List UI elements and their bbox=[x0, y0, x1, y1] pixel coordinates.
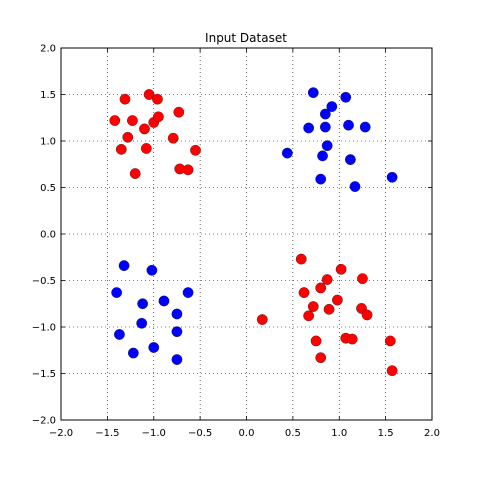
x-tick-label: 0.0 bbox=[239, 428, 255, 439]
blue-point bbox=[171, 326, 183, 337]
x-tick-label: 0.5 bbox=[285, 428, 301, 439]
red-point bbox=[332, 294, 343, 306]
red-point bbox=[173, 106, 185, 118]
red-point bbox=[384, 335, 396, 347]
blue-point bbox=[386, 171, 398, 183]
blue-point bbox=[307, 87, 319, 98]
blue-point bbox=[326, 101, 338, 112]
red-point bbox=[315, 352, 327, 364]
red-point bbox=[139, 123, 150, 135]
x-tick-label: −0.5 bbox=[188, 428, 212, 439]
blue-point bbox=[359, 121, 371, 133]
y-tick-label: −1.0 bbox=[32, 323, 56, 334]
axis-ticks bbox=[60, 47, 433, 421]
red-point bbox=[335, 263, 347, 275]
blue-point bbox=[319, 121, 331, 133]
blue-point bbox=[158, 295, 170, 307]
blue-point bbox=[315, 173, 327, 185]
red-point bbox=[295, 253, 307, 265]
blue-point bbox=[127, 347, 139, 359]
blue-point bbox=[148, 342, 160, 353]
red-point bbox=[143, 89, 155, 100]
blue-point bbox=[146, 264, 158, 276]
red-point bbox=[190, 144, 201, 156]
y-tick-label: 0.5 bbox=[40, 183, 56, 194]
blue-point bbox=[137, 298, 148, 310]
y-tick-label: 1.0 bbox=[40, 137, 56, 148]
red-point bbox=[256, 314, 268, 325]
blue-point bbox=[321, 140, 333, 151]
blue-point bbox=[171, 308, 183, 320]
blue-point bbox=[114, 329, 125, 340]
x-tick-label: 2.0 bbox=[424, 428, 440, 439]
red-point bbox=[182, 164, 194, 176]
blue-point bbox=[182, 287, 194, 298]
blue-point bbox=[303, 122, 314, 134]
red-point bbox=[303, 310, 314, 322]
red-point bbox=[346, 333, 358, 345]
red-point bbox=[122, 131, 134, 143]
red-point bbox=[361, 309, 373, 321]
blue-point bbox=[171, 354, 183, 365]
x-tick-label: −2.0 bbox=[49, 428, 73, 439]
blue-point bbox=[136, 317, 148, 329]
x-tick-label: 1.0 bbox=[331, 428, 347, 439]
blue-point bbox=[317, 150, 328, 162]
red-point bbox=[321, 274, 333, 285]
y-tick-label: 0.0 bbox=[40, 230, 56, 241]
x-tick-label: −1.5 bbox=[95, 428, 119, 439]
y-tick-label: −0.5 bbox=[32, 276, 56, 287]
red-point bbox=[323, 303, 335, 315]
red-point bbox=[127, 115, 138, 126]
blue-point bbox=[111, 287, 123, 298]
x-axis-tick-labels: −2.0 −1.5 −1.0 −0.5 0.0 0.5 1.0 1.5 2.0 bbox=[49, 428, 440, 439]
red-point bbox=[386, 365, 398, 377]
red-point bbox=[119, 93, 131, 105]
blue-point bbox=[281, 147, 293, 159]
y-tick-label: 1.5 bbox=[40, 90, 56, 101]
y-tick-label: 2.0 bbox=[40, 44, 56, 55]
red-point bbox=[167, 132, 179, 144]
y-tick-label: −1.5 bbox=[32, 369, 56, 380]
blue-point bbox=[340, 91, 352, 103]
x-tick-label: 1.5 bbox=[378, 428, 394, 439]
red-point bbox=[140, 143, 152, 154]
red-point bbox=[307, 301, 319, 312]
blue-point bbox=[118, 260, 130, 271]
red-point bbox=[298, 287, 310, 298]
red-point bbox=[109, 115, 121, 126]
red-point bbox=[310, 335, 322, 347]
chart-title: Input Dataset bbox=[205, 31, 287, 45]
red-point bbox=[152, 93, 163, 105]
red-point bbox=[315, 282, 327, 294]
y-axis-tick-labels: −2.0 −1.5 −1.0 −0.5 0.0 0.5 1.0 1.5 2.0 bbox=[32, 44, 56, 427]
blue-point bbox=[349, 181, 361, 192]
y-tick-label: −2.0 bbox=[32, 416, 56, 427]
x-tick-label: −1.0 bbox=[142, 428, 166, 439]
blue-point bbox=[319, 108, 331, 120]
data-points bbox=[109, 87, 398, 377]
red-point bbox=[357, 273, 368, 284]
blue-point bbox=[343, 119, 354, 131]
red-point bbox=[153, 111, 164, 123]
plot-area bbox=[60, 47, 433, 421]
red-point bbox=[115, 144, 127, 155]
blue-point bbox=[345, 154, 356, 165]
red-point bbox=[129, 168, 141, 179]
